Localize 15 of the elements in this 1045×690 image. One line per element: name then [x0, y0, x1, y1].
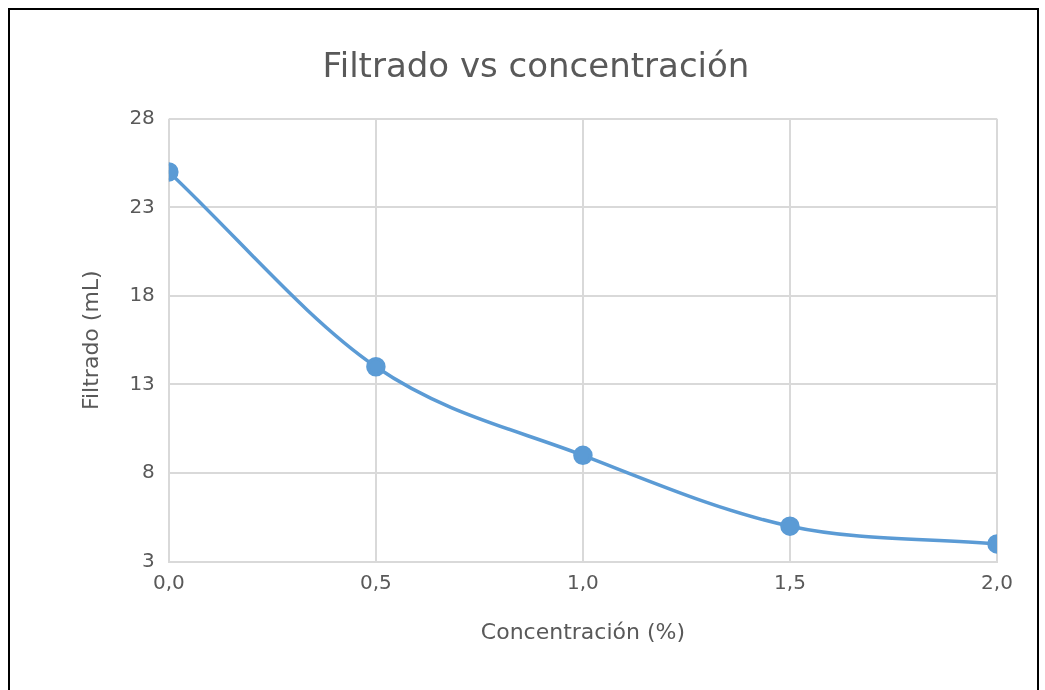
y-tick-label: 13 [129, 370, 155, 395]
x-tick-label: 0,5 [359, 569, 392, 594]
y-tick-label: 8 [142, 459, 155, 484]
point [573, 445, 593, 466]
y-axis-title: Filtrado (mL) [77, 270, 103, 411]
y-tick-label: 3 [142, 547, 155, 572]
y-tick-label: 28 [129, 105, 155, 129]
y-tick-label: 23 [129, 193, 155, 218]
x-tick-label: 2,0 [981, 569, 1013, 594]
x-tick-label: 0,0 [152, 569, 185, 594]
y-tick-label: 18 [129, 282, 155, 307]
x-axis-title: Concentración (%) [480, 618, 686, 644]
x-tick-label: 1,0 [567, 569, 599, 594]
chart-title: Filtrado vs concentración [322, 45, 750, 86]
x-tick-label: 1,5 [774, 569, 806, 594]
